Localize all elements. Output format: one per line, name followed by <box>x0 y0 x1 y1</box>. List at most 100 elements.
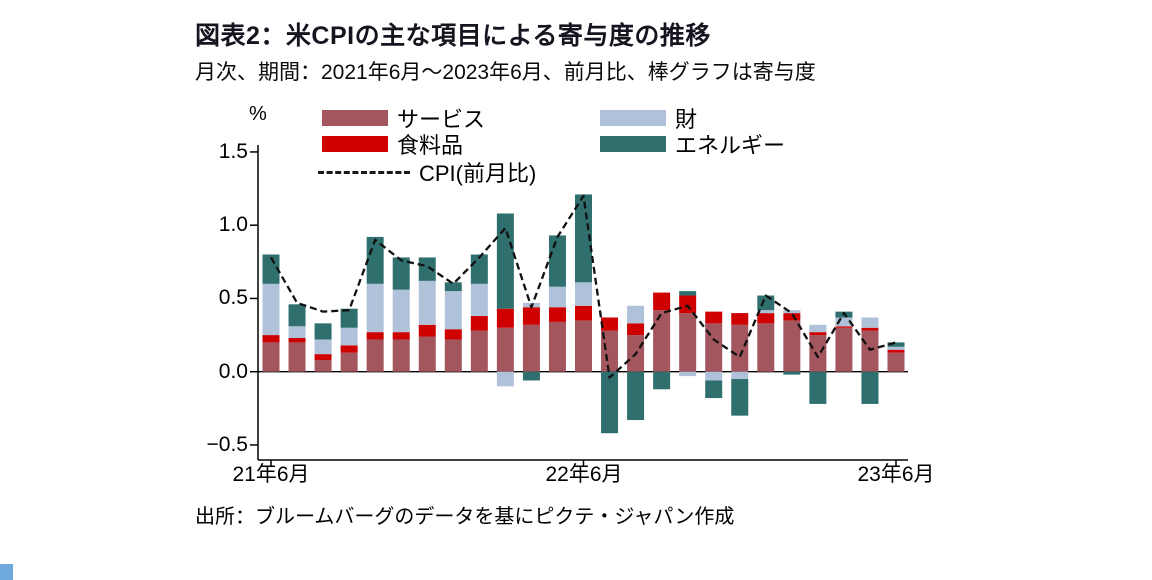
page-title: 図表2：米CPIの主な項目による寄与度の推移 <box>195 22 711 50</box>
bar-segment <box>705 371 723 381</box>
legend-label-energy: エネルギー <box>675 133 786 158</box>
bar-segment <box>653 292 671 311</box>
bar-segment <box>314 323 332 340</box>
bar-segment <box>809 371 827 404</box>
bar-segment <box>340 308 358 328</box>
bar-segment <box>575 194 592 283</box>
bar-segment <box>470 316 488 331</box>
bar-segment <box>548 235 566 287</box>
cpi-mom-line <box>270 194 897 379</box>
bar-segment <box>757 295 775 311</box>
bar-segment <box>548 286 566 308</box>
bar-segment <box>262 254 280 284</box>
bar-segment <box>887 346 905 350</box>
bar-segment <box>262 342 280 372</box>
bar-segment <box>575 305 592 321</box>
bar-segment <box>340 345 358 353</box>
bar-segment <box>887 342 905 347</box>
bar-segment <box>809 324 827 333</box>
bar-segment <box>835 317 853 327</box>
bar-segment <box>548 321 566 372</box>
y-tick-label-neg-0-5: −0.5 <box>206 433 248 456</box>
legend-label-cpi: CPI(前月比) <box>419 161 537 186</box>
bar-segment <box>444 339 462 372</box>
bar-segment <box>887 352 905 372</box>
bar-segment <box>679 295 697 314</box>
bar-segment <box>470 283 488 317</box>
bar-segment <box>783 371 801 375</box>
bar-segment <box>731 324 749 372</box>
bar-segment <box>731 371 749 380</box>
legend-item-goods: 財 <box>600 102 697 134</box>
bar-segment <box>496 308 514 328</box>
legend-label-services: サービス <box>397 107 486 132</box>
bar-segment <box>262 283 280 336</box>
bar-segment <box>757 313 775 324</box>
legend-label-goods: 財 <box>675 107 698 132</box>
legend-item-energy: エネルギー <box>600 128 785 160</box>
bar-segment <box>340 327 358 346</box>
y-tick-label-1-0: 1.0 <box>218 213 248 236</box>
x-tick-label-2023-06: 23年6月 <box>857 463 935 486</box>
food-swatch <box>322 136 388 152</box>
bar-segment <box>314 354 332 360</box>
bar-segment <box>444 329 462 340</box>
cpi-dashed-line-sample <box>318 170 410 174</box>
bar-segment <box>679 291 697 296</box>
legend-item-cpi-line: CPI(前月比) <box>318 156 536 188</box>
bar-segment <box>288 304 306 327</box>
bar-segment <box>783 320 801 372</box>
goods-swatch <box>600 110 666 126</box>
bar-segment <box>835 326 853 328</box>
bar-segment <box>627 305 645 324</box>
bar-segment <box>522 307 540 325</box>
bar-segment <box>575 320 592 372</box>
bar-segment <box>366 283 384 333</box>
bar-segment <box>601 330 619 372</box>
bar-segment <box>861 317 879 328</box>
bar-segment <box>522 324 540 372</box>
x-tick-label-2022-06: 22年6月 <box>545 463 623 486</box>
bar-segment <box>601 371 619 434</box>
bar-segment <box>418 257 436 281</box>
bar-segment <box>496 371 514 387</box>
y-tick-label-0-5: 0.5 <box>218 286 248 309</box>
bar-segment <box>679 371 697 377</box>
energy-swatch <box>600 136 666 152</box>
bar-segment <box>392 289 410 333</box>
page-corner-accent <box>0 564 13 580</box>
bar-segment <box>705 380 723 399</box>
bar-segment <box>861 330 879 372</box>
legend-item-services: サービス <box>322 102 485 134</box>
bar-segment <box>366 332 384 340</box>
bar-segment <box>731 379 749 416</box>
bar-segment <box>392 339 410 372</box>
y-tick-label-1-5: 1.5 <box>218 140 248 163</box>
bar-segment <box>783 310 801 314</box>
bar-segment <box>496 213 514 309</box>
y-axis-unit-label: % <box>249 103 267 125</box>
bar-segment <box>340 352 358 372</box>
bar-segment <box>548 307 566 322</box>
bar-segment <box>444 282 462 292</box>
bar-segment <box>809 335 827 372</box>
services-swatch <box>322 110 388 126</box>
bar-segment <box>262 335 280 343</box>
bar-segment <box>705 311 723 324</box>
bar-segment <box>366 339 384 372</box>
bar-segment <box>288 326 306 339</box>
bar-segment <box>288 338 306 343</box>
legend-item-food: 食料品 <box>322 128 463 160</box>
bar-segment <box>601 317 619 331</box>
chart-subtitle: 月次、期間：2021年6月～2023年6月、前月比、棒グラフは寄与度 <box>195 61 816 84</box>
bar-segment <box>522 371 540 381</box>
bar-segment <box>809 332 827 336</box>
bar-segment <box>835 327 853 372</box>
bar-segment <box>627 323 645 336</box>
legend-label-food: 食料品 <box>397 133 464 158</box>
x-tick-label-2021-06: 21年6月 <box>232 463 310 486</box>
bar-segment <box>731 313 749 325</box>
bar-segment <box>627 371 645 421</box>
bar-segment <box>392 332 410 340</box>
bar-segment <box>757 310 775 314</box>
